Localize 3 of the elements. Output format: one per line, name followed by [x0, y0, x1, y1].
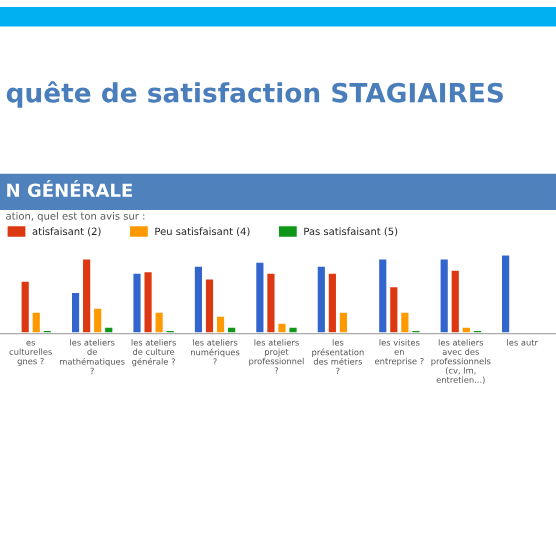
chart-subtitle: N GÉNÉRALE	[7, 180, 132, 198]
chart-title: quête de satisfaction STAGIAIRES	[6, 81, 503, 108]
bar	[499, 252, 512, 334]
